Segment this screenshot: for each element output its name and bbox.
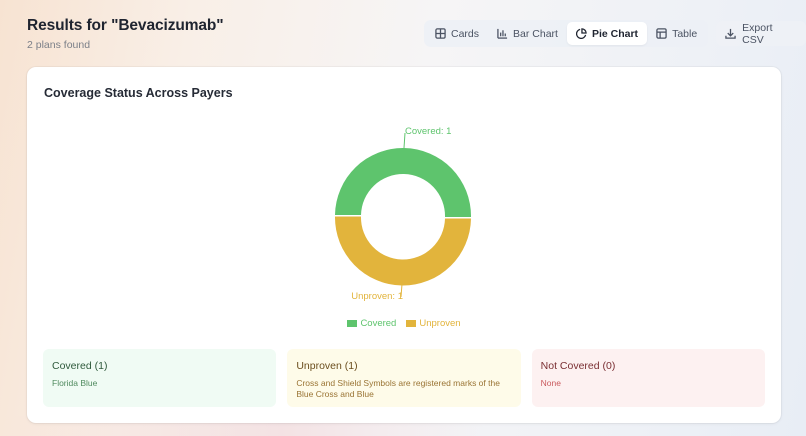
not-covered-summary-box: Not Covered (0) None [531, 349, 765, 407]
legend-swatch-unproven [406, 320, 417, 327]
covered-slice-label: Covered: 1 [405, 126, 451, 137]
view-bar-chart-label: Bar Chart [513, 27, 558, 40]
slice-covered[interactable] [335, 148, 472, 217]
chart-legend: Covered Unproven [27, 318, 781, 329]
legend-item-unproven[interactable]: Unproven [406, 318, 461, 329]
view-bar-chart-button[interactable]: Bar Chart [488, 22, 567, 45]
view-switcher: Cards Bar Chart Pie Chart Table [424, 20, 709, 47]
table-icon [656, 28, 667, 39]
legend-swatch-covered [347, 320, 358, 327]
slice-unproven[interactable] [334, 216, 471, 286]
view-pie-chart-label: Pie Chart [591, 27, 639, 40]
not-covered-summary-title: Not Covered (0) [540, 360, 616, 372]
download-icon [725, 28, 736, 39]
unproven-summary-title: Unproven (1) [296, 360, 358, 372]
view-table-label: Table [672, 27, 698, 40]
results-count: 2 plans found [27, 39, 91, 51]
view-pie-chart-button[interactable]: Pie Chart [566, 22, 648, 45]
export-csv-button[interactable]: Export CSV [716, 21, 806, 46]
view-cards-label: Cards [451, 27, 480, 40]
covered-leader-line [403, 132, 406, 149]
page-title: Results for "Bevacizumab" [27, 17, 224, 34]
legend-label-unproven: Unproven [419, 318, 461, 329]
unproven-slice-label: Unproven: 1 [351, 291, 403, 302]
covered-summary-title: Covered (1) [52, 360, 108, 372]
view-cards-button[interactable]: Cards [426, 22, 488, 45]
unproven-summary-body: Cross and Shield Symbols are registered … [296, 378, 500, 399]
legend-item-covered[interactable]: Covered [347, 318, 396, 329]
not-covered-summary-body: None [540, 378, 561, 388]
covered-summary-box: Covered (1) Florida Blue [43, 349, 277, 407]
covered-summary-body: Florida Blue [52, 378, 98, 388]
unproven-summary-box: Unproven (1) Cross and Shield Symbols ar… [287, 349, 521, 407]
view-table-button[interactable]: Table [647, 22, 706, 45]
donut-chart: Covered: 1 Unproven: 1 [334, 126, 472, 302]
legend-label-covered: Covered [360, 318, 397, 329]
bar-chart-icon [497, 28, 508, 39]
status-summary: Covered (1) Florida Blue Unproven (1) Cr… [43, 349, 765, 407]
export-csv-label: Export CSV [742, 21, 773, 46]
coverage-chart-card: Coverage Status Across Payers Covered: 1… [27, 67, 781, 423]
results-header: Results for "Bevacizumab" 2 plans found [27, 17, 224, 51]
pie-chart-icon [575, 28, 587, 39]
unproven-leader-line [400, 283, 403, 298]
chart-title: Coverage Status Across Payers [44, 86, 233, 100]
toolbar: Cards Bar Chart Pie Chart Table Export C… [424, 20, 806, 47]
grid-icon [435, 28, 446, 39]
